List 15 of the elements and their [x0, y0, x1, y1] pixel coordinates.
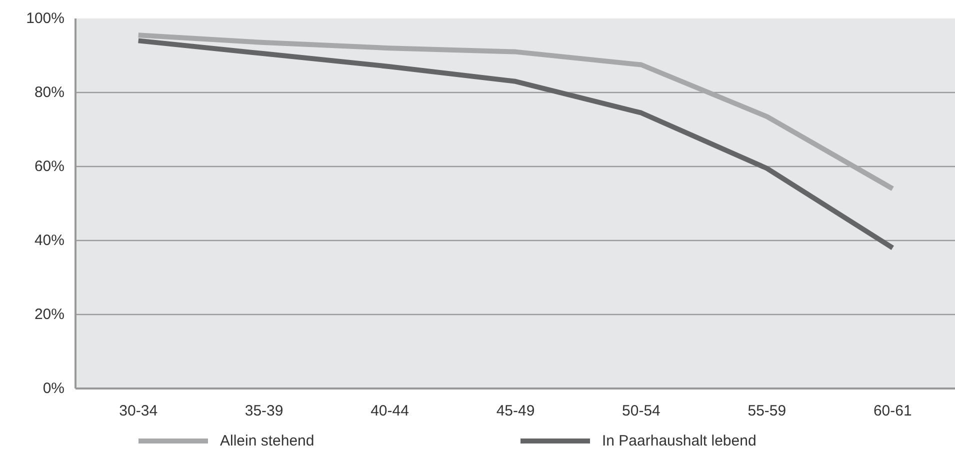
legend-label: Allein stehend: [220, 432, 316, 449]
y-tick-label: 20%: [34, 306, 65, 323]
y-tick-label: 60%: [34, 158, 65, 175]
y-tick-label: 0%: [42, 380, 65, 397]
x-tick-label: 45-49: [496, 402, 535, 420]
x-tick-label: 35-39: [244, 402, 284, 420]
x-tick-label: 60-61: [873, 402, 912, 420]
x-tick-label: 30-34: [119, 402, 158, 420]
y-tick-label: 100%: [26, 10, 65, 27]
x-tick-label: 50-54: [622, 402, 660, 420]
x-tick-label: 40-44: [370, 402, 409, 420]
y-tick-label: 80%: [34, 84, 65, 101]
y-tick-label: 40%: [34, 232, 65, 249]
legend-label: In Paarhaushalt lebend: [602, 432, 758, 449]
x-tick-label: 55-59: [748, 402, 786, 420]
